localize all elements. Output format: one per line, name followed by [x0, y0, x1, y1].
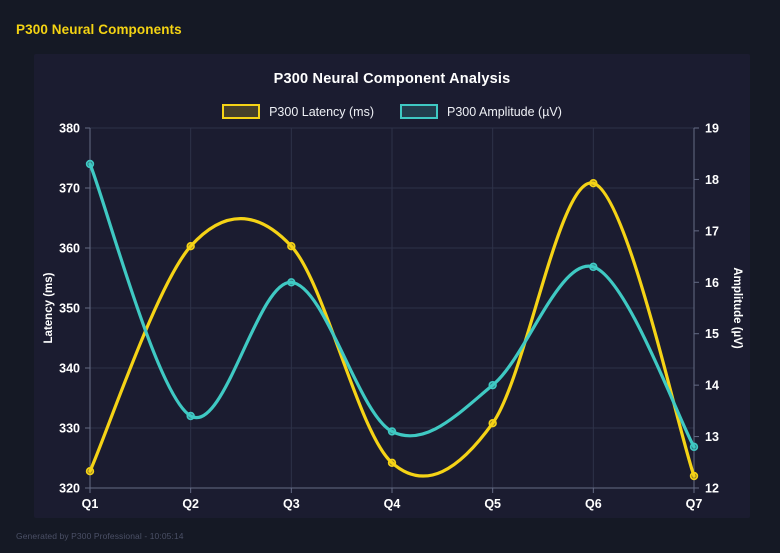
marker-latency-Q6[interactable] — [589, 178, 598, 188]
left-tick-330: 330 — [59, 422, 80, 436]
legend-label-latency: P300 Latency (ms) — [269, 104, 374, 119]
footer-note: Generated by P300 Professional - 10:05:1… — [16, 531, 184, 541]
left-tick-320: 320 — [59, 482, 80, 496]
left-tick-340: 340 — [59, 362, 80, 376]
left-tick-360: 360 — [59, 242, 80, 256]
legend-label-amplitude: P300 Amplitude (µV) — [447, 104, 562, 119]
page-title: P300 Neural Components — [16, 22, 182, 37]
marker-amplitude-Q3[interactable] — [287, 278, 296, 287]
right-tick-18: 18 — [705, 173, 719, 187]
x-label-Q5: Q5 — [484, 497, 501, 511]
legend-item-amplitude[interactable]: P300 Amplitude (µV) — [400, 104, 562, 119]
chart-legend: P300 Latency (ms) P300 Amplitude (µV) — [34, 104, 750, 119]
marker-amplitude-Q6[interactable] — [589, 262, 598, 272]
x-label-Q2: Q2 — [182, 497, 199, 511]
chart-title: P300 Neural Component Analysis — [273, 71, 511, 87]
x-label-Q1: Q1 — [82, 497, 99, 511]
series-markers[interactable] — [85, 159, 699, 481]
left-axis-ticks: 320 330 340 350 360 370 380 — [59, 122, 90, 496]
marker-latency-Q5[interactable] — [488, 419, 497, 428]
legend-item-latency[interactable]: P300 Latency (ms) — [222, 104, 374, 119]
marker-amplitude-Q5[interactable] — [488, 380, 497, 390]
left-tick-350: 350 — [59, 302, 80, 316]
x-axis-category-labels: Q1 Q2 Q3 Q4 Q5 Q6 Q7 — [82, 488, 703, 511]
left-tick-380: 380 — [59, 122, 80, 136]
marker-amplitude-Q1[interactable] — [85, 159, 95, 169]
right-tick-17: 17 — [705, 224, 719, 238]
x-label-Q3: Q3 — [283, 497, 300, 511]
marker-amplitude-Q7[interactable] — [689, 442, 699, 452]
right-tick-13: 13 — [705, 430, 719, 444]
legend-swatch-amplitude — [400, 104, 438, 119]
right-axis-title: Amplitude (µV) — [731, 267, 743, 349]
x-label-Q7: Q7 — [686, 497, 703, 511]
left-axis-title: Latency (ms) — [43, 272, 55, 343]
right-tick-14: 14 — [705, 379, 719, 393]
marker-latency-Q7[interactable] — [689, 471, 699, 481]
x-label-Q6: Q6 — [585, 497, 602, 511]
marker-amplitude-Q4[interactable] — [387, 427, 397, 436]
right-tick-15: 15 — [705, 327, 719, 341]
left-tick-370: 370 — [59, 182, 80, 196]
x-label-Q4: Q4 — [384, 497, 401, 511]
marker-latency-Q2[interactable] — [186, 242, 195, 251]
marker-latency-Q1[interactable] — [85, 467, 95, 476]
right-tick-19: 19 — [705, 122, 719, 136]
right-tick-12: 12 — [705, 482, 719, 496]
plot-area[interactable]: 320 330 340 350 360 370 380 12 13 14 15 16 17 18 19 Q… — [34, 54, 750, 518]
chart-panel: P300 Neural Component Analysis P300 Late… — [34, 54, 750, 518]
marker-latency-Q4[interactable] — [387, 458, 397, 467]
right-axis-ticks: 12 13 14 15 16 17 18 19 — [694, 122, 719, 496]
marker-amplitude-Q2[interactable] — [186, 411, 195, 421]
right-tick-16: 16 — [705, 276, 719, 290]
marker-latency-Q3[interactable] — [287, 242, 296, 251]
legend-swatch-latency — [222, 104, 261, 119]
